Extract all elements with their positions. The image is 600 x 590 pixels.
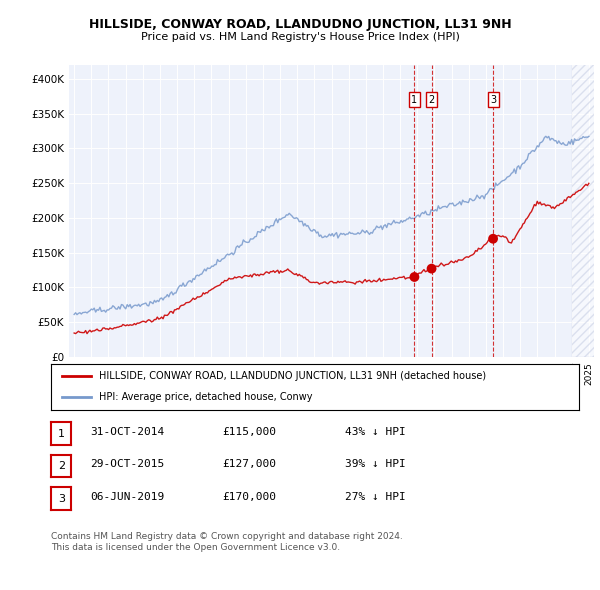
Text: HPI: Average price, detached house, Conwy: HPI: Average price, detached house, Conw… bbox=[98, 392, 312, 402]
Text: 06-JUN-2019: 06-JUN-2019 bbox=[90, 492, 164, 502]
Text: HILLSIDE, CONWAY ROAD, LLANDUDNO JUNCTION, LL31 9NH: HILLSIDE, CONWAY ROAD, LLANDUDNO JUNCTIO… bbox=[89, 18, 511, 31]
Point bbox=[410, 272, 419, 281]
Text: £115,000: £115,000 bbox=[222, 427, 276, 437]
Text: 3: 3 bbox=[490, 94, 496, 104]
Text: 1: 1 bbox=[412, 94, 418, 104]
Text: 2: 2 bbox=[428, 94, 435, 104]
Point bbox=[427, 264, 436, 273]
Bar bbox=[572, 65, 600, 357]
Text: 39% ↓ HPI: 39% ↓ HPI bbox=[345, 460, 406, 469]
Text: 3: 3 bbox=[58, 494, 65, 503]
Text: £127,000: £127,000 bbox=[222, 460, 276, 469]
Text: 27% ↓ HPI: 27% ↓ HPI bbox=[345, 492, 406, 502]
Text: 29-OCT-2015: 29-OCT-2015 bbox=[90, 460, 164, 469]
Text: £170,000: £170,000 bbox=[222, 492, 276, 502]
Text: 43% ↓ HPI: 43% ↓ HPI bbox=[345, 427, 406, 437]
Text: Price paid vs. HM Land Registry's House Price Index (HPI): Price paid vs. HM Land Registry's House … bbox=[140, 32, 460, 42]
Text: HILLSIDE, CONWAY ROAD, LLANDUDNO JUNCTION, LL31 9NH (detached house): HILLSIDE, CONWAY ROAD, LLANDUDNO JUNCTIO… bbox=[98, 371, 485, 381]
Text: 31-OCT-2014: 31-OCT-2014 bbox=[90, 427, 164, 437]
Point bbox=[488, 234, 498, 244]
Text: Contains HM Land Registry data © Crown copyright and database right 2024.
This d: Contains HM Land Registry data © Crown c… bbox=[51, 532, 403, 552]
Text: 2: 2 bbox=[58, 461, 65, 471]
Text: 1: 1 bbox=[58, 429, 65, 438]
